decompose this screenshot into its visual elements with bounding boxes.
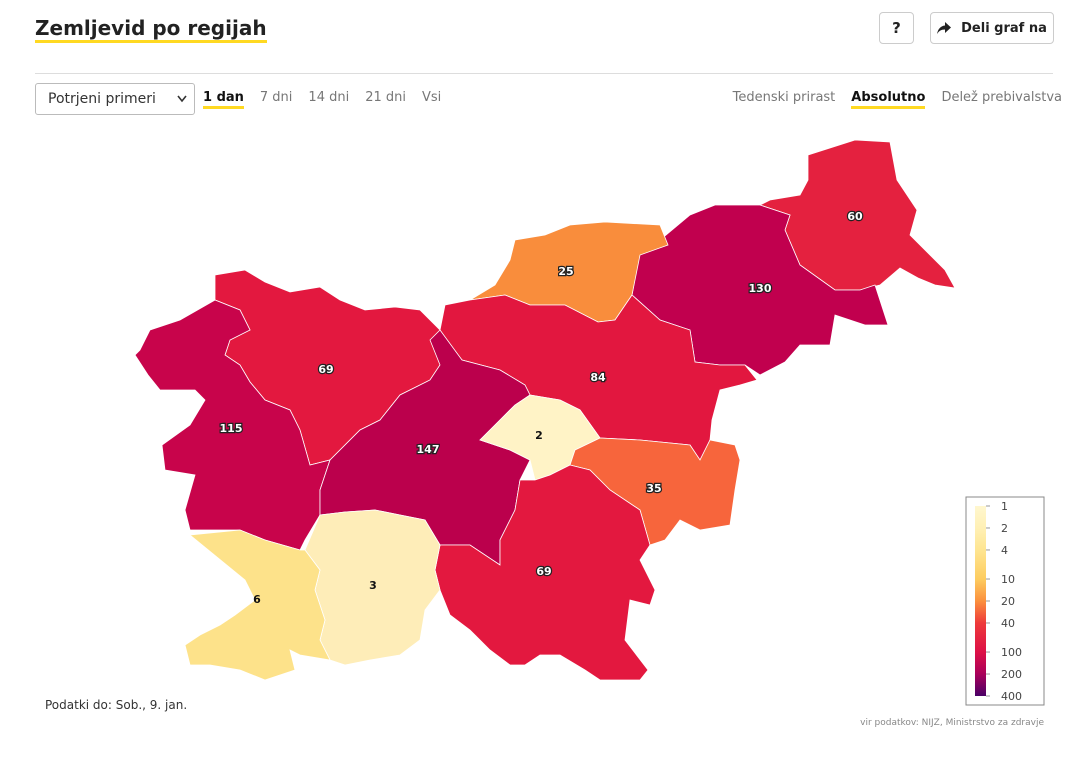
region-labels: 60 130 25 84 69 115 147 2 35 69 3 6 xyxy=(218,209,864,606)
tab[interactable]: 21 dni xyxy=(365,90,406,105)
legend-label: 100 xyxy=(1001,646,1022,659)
legend-label: 4 xyxy=(1001,544,1008,557)
measure-option: Potrjeni primeri xyxy=(48,91,156,107)
legend-gradient xyxy=(975,506,986,696)
region xyxy=(184,529,331,681)
region-label: 147 xyxy=(417,443,440,456)
divider xyxy=(35,73,1053,74)
legend-label: 400 xyxy=(1001,690,1022,703)
help-button[interactable]: ? xyxy=(879,12,914,44)
region-label: 3 xyxy=(369,579,377,592)
legend-label: 40 xyxy=(1001,617,1015,630)
title: Zemljevid po regijah xyxy=(35,16,267,43)
legend-label: 20 xyxy=(1001,595,1015,608)
measure-select[interactable]: Potrjeni primeri xyxy=(35,83,195,115)
share-label: Deli graf na xyxy=(961,20,1047,36)
mode-tabs: Tedenski prirast Absolutno Delež prebivals… xyxy=(717,90,1062,109)
legend-label: 2 xyxy=(1001,522,1008,535)
regions xyxy=(134,139,956,681)
source-note: vir podatkov: NIJZ, Ministrstvo za zdrav… xyxy=(860,718,1044,728)
tab[interactable]: 14 dni xyxy=(308,90,350,105)
tab[interactable]: Tedenski prirast xyxy=(732,90,836,105)
region-label: 69 xyxy=(318,363,333,376)
region xyxy=(434,464,656,681)
updated-note: Podatki do: Sob., 9. jan. xyxy=(45,698,187,712)
tab[interactable]: Vsi xyxy=(421,90,442,105)
region-label: 130 xyxy=(749,282,772,295)
share-icon xyxy=(937,22,952,34)
legend: 1 2 4 10 20 40 100 200 400 xyxy=(986,500,1022,703)
legend-label: 200 xyxy=(1001,668,1022,681)
region-label: 60 xyxy=(847,210,863,223)
legend-label: 1 xyxy=(1001,500,1008,513)
region-label: 84 xyxy=(590,371,606,384)
share-button[interactable]: Deli graf na xyxy=(930,12,1054,44)
region-label: 25 xyxy=(558,265,573,278)
period-tabs: 1 dan 7 dni 14 dni 21 dni Vsi xyxy=(203,90,457,109)
tab[interactable]: Absolutno xyxy=(851,90,926,109)
region-label: 2 xyxy=(535,429,543,442)
legend-label: 10 xyxy=(1001,573,1015,586)
region xyxy=(758,139,956,291)
region-label: 6 xyxy=(253,593,261,606)
tab[interactable]: 1 dan xyxy=(203,90,244,109)
region-label: 35 xyxy=(646,482,661,495)
select-arrow xyxy=(177,95,187,103)
region-label: 69 xyxy=(536,565,551,578)
region-label: 115 xyxy=(220,422,243,435)
tab[interactable]: Delež prebivalstva xyxy=(941,90,1062,105)
tab[interactable]: 7 dni xyxy=(259,90,293,105)
